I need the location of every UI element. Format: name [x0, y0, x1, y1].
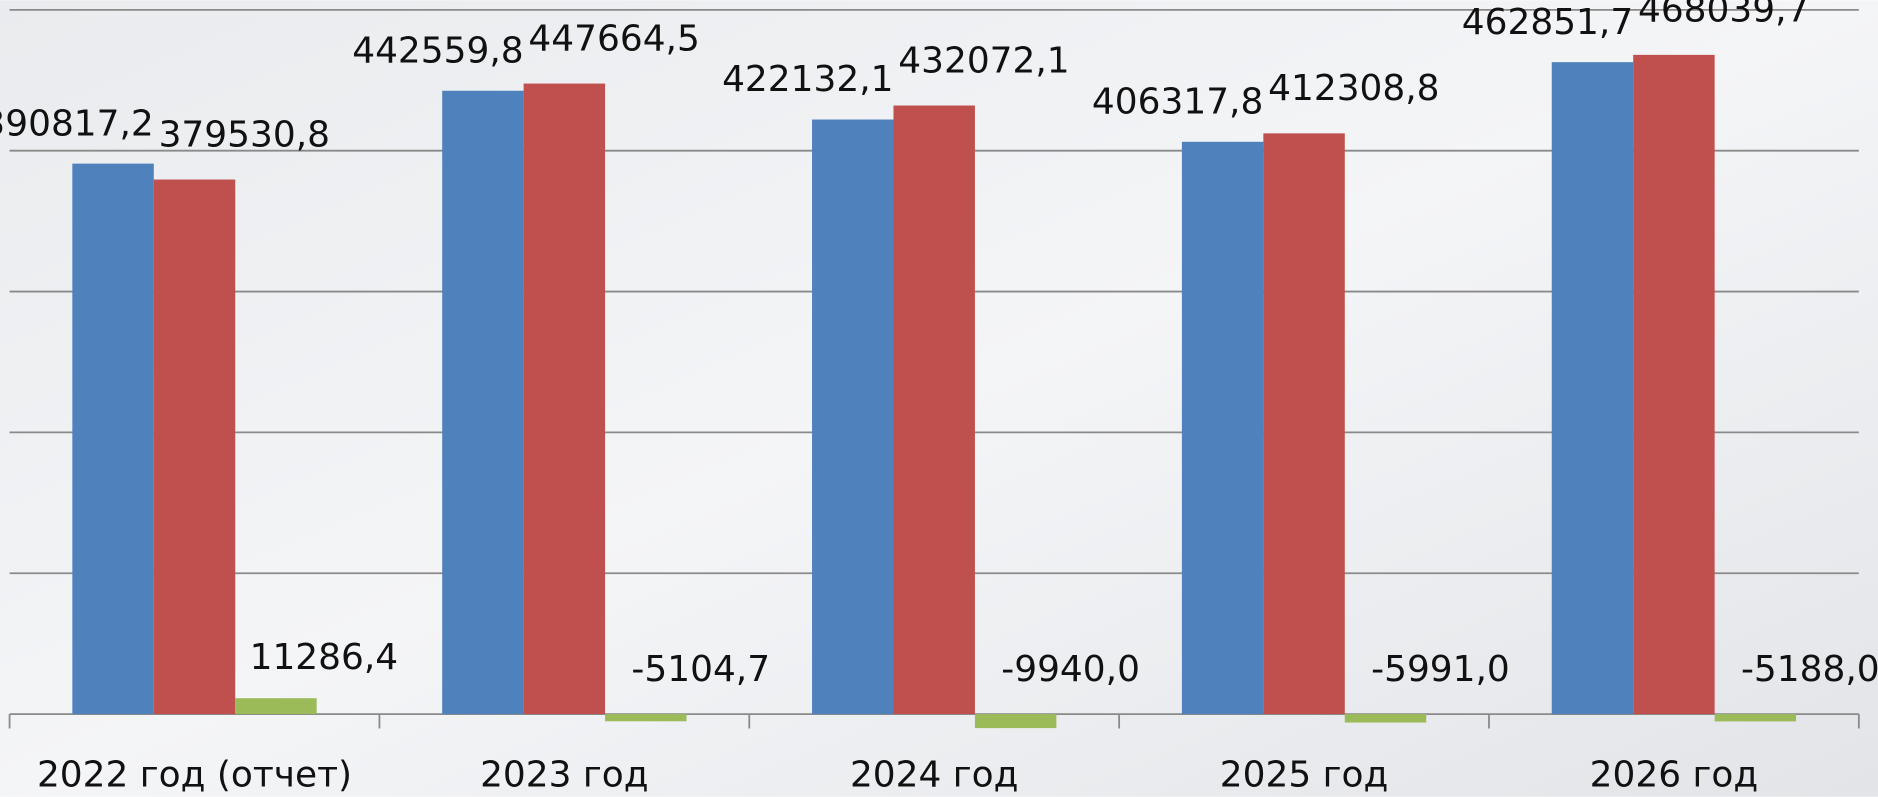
data-label: 422132,1	[722, 59, 893, 100]
data-label: 442559,8	[352, 30, 523, 71]
data-label: -5104,7	[631, 649, 770, 690]
data-label: 432072,1	[898, 40, 1069, 81]
data-label: 11286,4	[250, 637, 399, 678]
bar	[812, 120, 893, 715]
data-label: 468039,7	[1638, 0, 1809, 31]
bar	[154, 180, 235, 715]
data-label: 462851,7	[1462, 2, 1633, 43]
x-tick-label: 2024 год	[850, 754, 1019, 795]
bar	[1182, 142, 1263, 714]
data-label: 447664,5	[528, 18, 699, 59]
bar	[893, 106, 974, 715]
data-label: 379530,8	[159, 114, 330, 155]
x-tick-label: 2026 год	[1590, 754, 1759, 795]
bar	[235, 698, 316, 714]
bar	[1552, 62, 1633, 714]
x-tick-label: 2023 год	[480, 754, 649, 795]
x-tick-label: 2025 год	[1220, 754, 1389, 795]
data-label: -5991,0	[1371, 649, 1510, 690]
bar	[1715, 714, 1796, 721]
bar	[975, 714, 1056, 728]
bar	[1633, 55, 1714, 714]
bar	[442, 91, 523, 714]
x-tick-label: 2022 год (отчет)	[37, 754, 352, 795]
data-label: -9940,0	[1001, 649, 1140, 690]
data-label: 412308,8	[1268, 68, 1439, 109]
bar	[1345, 714, 1426, 722]
data-label: 390817,2	[0, 103, 154, 144]
chart: 2022 год (отчет) 390817,2379530,8 11286,4 2…	[0, 0, 1878, 797]
data-label: -5188,0	[1741, 649, 1878, 690]
data-label: 406317,8	[1092, 81, 1263, 122]
bar	[72, 164, 153, 714]
bar	[524, 84, 605, 715]
bar	[1263, 133, 1344, 714]
bar	[605, 714, 686, 721]
